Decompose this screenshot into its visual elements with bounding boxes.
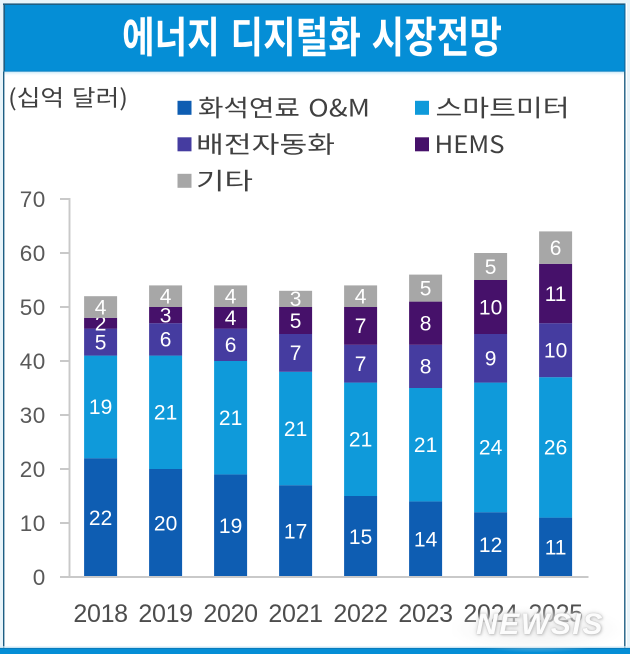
svg-text:19: 19 [219, 515, 242, 538]
svg-text:2021: 2021 [268, 600, 322, 628]
svg-text:21: 21 [219, 407, 242, 430]
svg-text:2020: 2020 [203, 600, 257, 628]
svg-text:4: 4 [225, 307, 237, 330]
svg-text:6: 6 [160, 329, 172, 352]
svg-text:5: 5 [420, 277, 432, 300]
svg-text:10: 10 [544, 340, 567, 363]
svg-text:0: 0 [33, 565, 46, 590]
svg-text:2023: 2023 [398, 600, 452, 628]
svg-text:21: 21 [154, 402, 177, 425]
svg-text:10: 10 [479, 296, 502, 319]
svg-text:26: 26 [544, 437, 567, 460]
svg-text:8: 8 [420, 313, 432, 336]
svg-text:19: 19 [89, 396, 112, 419]
svg-text:5: 5 [95, 331, 107, 354]
svg-text:3: 3 [290, 288, 302, 311]
svg-text:24: 24 [479, 437, 503, 460]
svg-text:9: 9 [485, 348, 497, 371]
svg-text:50: 50 [20, 295, 46, 320]
svg-text:4: 4 [355, 286, 367, 309]
svg-text:3: 3 [160, 304, 172, 327]
svg-text:5: 5 [290, 310, 302, 333]
svg-text:4: 4 [95, 296, 107, 319]
svg-text:30: 30 [20, 403, 46, 428]
svg-text:7: 7 [355, 315, 367, 338]
svg-text:11: 11 [545, 283, 567, 306]
svg-text:21: 21 [414, 434, 437, 457]
svg-text:6: 6 [225, 334, 237, 357]
svg-text:2018: 2018 [73, 600, 127, 628]
svg-text:40: 40 [20, 349, 46, 374]
svg-text:15: 15 [349, 526, 372, 549]
svg-text:5: 5 [485, 256, 497, 279]
svg-text:4: 4 [225, 286, 237, 309]
svg-text:6: 6 [550, 237, 562, 260]
svg-text:21: 21 [349, 429, 372, 452]
svg-text:2: 2 [95, 313, 107, 336]
svg-text:12: 12 [479, 534, 502, 557]
svg-text:11: 11 [545, 537, 567, 560]
svg-text:2022: 2022 [333, 600, 387, 628]
svg-text:10: 10 [20, 511, 46, 536]
svg-text:2019: 2019 [138, 600, 192, 628]
svg-text:70: 70 [20, 187, 46, 212]
svg-text:8: 8 [420, 356, 432, 379]
svg-text:60: 60 [20, 241, 46, 266]
svg-text:21: 21 [284, 418, 307, 441]
svg-text:14: 14 [414, 529, 438, 552]
svg-text:22: 22 [89, 507, 112, 530]
svg-text:7: 7 [290, 342, 302, 365]
svg-text:7: 7 [355, 353, 367, 376]
svg-text:4: 4 [160, 286, 172, 309]
svg-text:17: 17 [284, 520, 307, 543]
svg-text:20: 20 [20, 457, 46, 482]
svg-text:20: 20 [154, 512, 177, 535]
